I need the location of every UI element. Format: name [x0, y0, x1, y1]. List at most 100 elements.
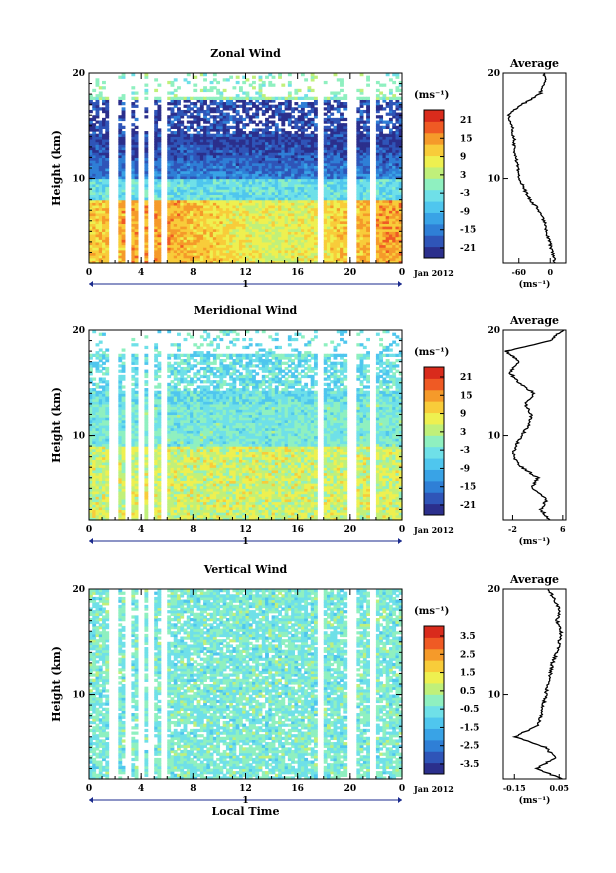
heatmap-cell [225, 223, 230, 227]
heatmap-cell [206, 152, 211, 156]
heatmap-cell [225, 257, 230, 261]
heatmap-cell [167, 149, 172, 153]
heatmap-cell [167, 181, 172, 185]
heatmap-cell [144, 146, 149, 151]
heatmap-cell [242, 173, 247, 177]
heatmap-cell [180, 197, 185, 201]
heatmap-cell [121, 212, 126, 217]
heatmap-cell [222, 186, 227, 190]
heatmap-cell [252, 186, 256, 190]
heatmap-cell [222, 215, 227, 219]
heatmap-cell [235, 152, 240, 156]
heatmap-cell [157, 252, 162, 256]
heatmap-cell [102, 168, 106, 172]
heatmap-cell [261, 191, 266, 195]
heatmap-cell [177, 223, 181, 227]
heatmap-cell [98, 228, 103, 232]
heatmap-cell [225, 133, 230, 137]
heatmap-cell [170, 210, 175, 214]
heatmap-cell [212, 194, 217, 198]
heatmap-cell [183, 223, 188, 227]
heatmap-cell [209, 255, 214, 259]
heatmap-cell [229, 136, 234, 140]
heatmap-cell [216, 204, 221, 209]
heatmap-cell [102, 220, 106, 225]
heatmap-cell [219, 160, 224, 164]
heatmap-cell [105, 157, 110, 161]
heatmap-cell [186, 247, 191, 251]
heatmap-cell [222, 152, 227, 156]
heatmap-cell [173, 141, 178, 145]
heatmap-cell [170, 168, 175, 172]
heatmap-cell [235, 215, 240, 219]
heatmap-cell [255, 165, 260, 169]
heatmap-cell [248, 194, 253, 198]
heatmap-cell [212, 120, 217, 124]
heatmap-cell [167, 223, 172, 227]
heatmap-cell [248, 131, 253, 135]
heatmap-cell [206, 186, 211, 190]
heatmap-cell [199, 210, 204, 214]
heatmap-cell [229, 125, 234, 130]
heatmap-cell [177, 197, 181, 201]
colorbar-swatch [424, 235, 444, 248]
heatmap-cell [173, 236, 178, 240]
heatmap-cell [167, 228, 172, 232]
heatmap-cell [222, 173, 227, 177]
heatmap-cell [235, 131, 240, 135]
heatmap-cell [180, 199, 185, 203]
heatmap-cell [212, 236, 217, 240]
heatmap-cell [203, 215, 207, 219]
heatmap-cell [255, 144, 260, 148]
heatmap-cell [95, 115, 100, 119]
heatmap-cell [105, 165, 110, 169]
heatmap-cell [232, 231, 237, 235]
heatmap-cell [177, 181, 181, 185]
heatmap-cell [98, 233, 103, 238]
heatmap-cell [196, 233, 201, 238]
heatmap-cell [222, 189, 227, 193]
heatmap-cell [206, 202, 211, 206]
heatmap-cell [177, 260, 181, 264]
heatmap-cell [121, 73, 126, 77]
heatmap-cell [219, 257, 224, 261]
heatmap-cell [212, 123, 217, 127]
heatmap-cell [255, 186, 260, 190]
heatmap-cell [134, 199, 139, 203]
heatmap-cell [248, 189, 253, 193]
heatmap-cell [222, 241, 227, 246]
heatmap-cell [232, 233, 237, 238]
heatmap-cell [248, 168, 253, 172]
heatmap-cell [121, 160, 126, 164]
heatmap-cell [183, 160, 188, 164]
heatmap-cell [154, 218, 159, 222]
heatmap-cell [186, 197, 191, 201]
heatmap-cell [203, 239, 207, 243]
heatmap-cell [258, 86, 263, 90]
heatmap-cell [89, 207, 93, 211]
heatmap-cell [193, 186, 198, 190]
heatmap-cell [98, 125, 103, 130]
heatmap-cell [105, 170, 110, 174]
heatmap-cell [219, 260, 224, 264]
heatmap-cell [157, 170, 162, 174]
heatmap-cell [199, 247, 204, 251]
heatmap-cell [235, 154, 240, 159]
heatmap-cell [340, 112, 344, 116]
heatmap-cell [118, 141, 123, 145]
heatmap-cell [173, 146, 178, 151]
heatmap-cell [131, 175, 136, 180]
heatmap-cell [98, 160, 103, 164]
heatmap-cell [157, 154, 162, 159]
heatmap-cell [258, 189, 263, 193]
heatmap-cell [183, 255, 188, 259]
heatmap-cell [118, 260, 123, 264]
heatmap-cell [216, 88, 221, 93]
heatmap-cell [98, 152, 103, 156]
heatmap-cell [102, 199, 106, 203]
heatmap-cell [235, 197, 240, 201]
heatmap-cell [121, 228, 126, 232]
heatmap-cell [252, 152, 256, 156]
heatmap-cell [170, 120, 175, 124]
heatmap-cell [235, 199, 240, 203]
